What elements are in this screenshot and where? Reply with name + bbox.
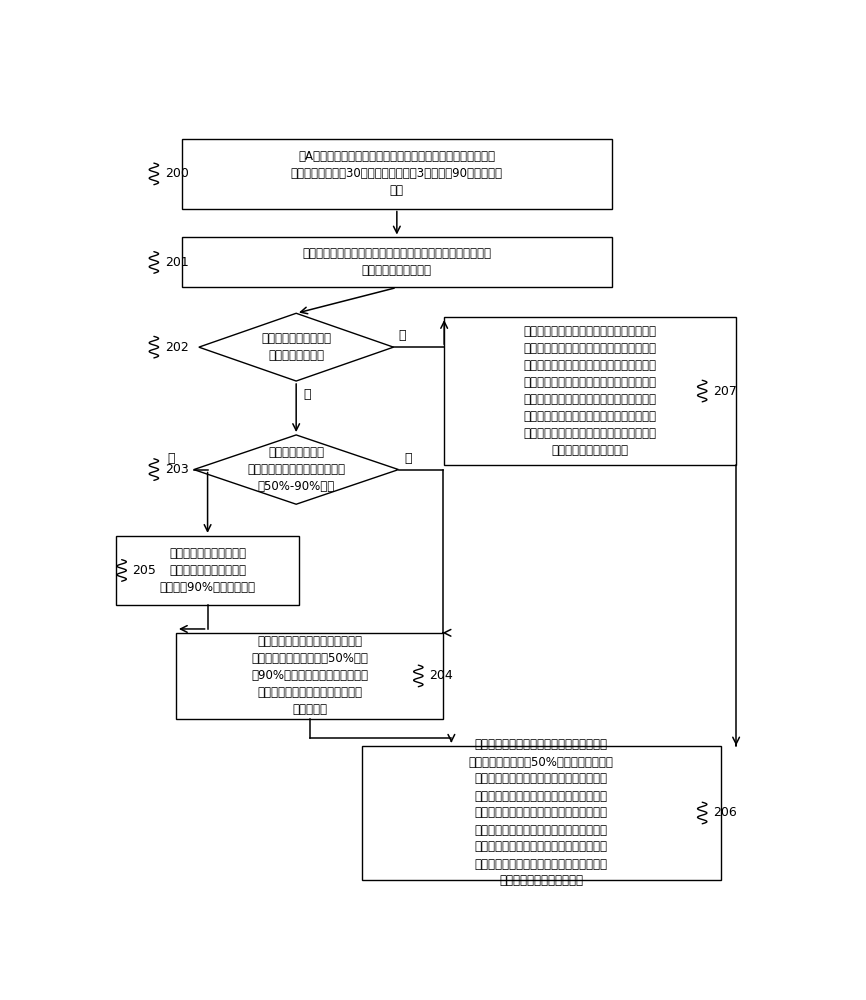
Text: 若判断获知匹配成功的图
片帧占图片帧序列的比例
大于等于90%，则匹配结束: 若判断获知匹配成功的图 片帧占图片帧序列的比例 大于等于90%，则匹配结束 [159,547,255,594]
Polygon shape [199,313,393,381]
Text: 203: 203 [165,463,189,476]
Text: 当A的脸（目标人脸）出现在摄像头中，家庭门禁系统将从当前
时刻开始，以每秒30帧图像的速度采集3秒，获取90帧的图片帧
序列: 当A的脸（目标人脸）出现在摄像头中，家庭门禁系统将从当前 时刻开始，以每秒30帧… [291,150,503,197]
Bar [444,317,736,465]
Bar [182,139,611,209]
Bar [362,746,721,880]
Text: 201: 201 [165,256,189,269]
Text: 提示用户输入用户名，判断用户输入的用户
名是否属于从人脸样本库中匹配出的至少两
个样本人脸所对应的用户名，若是，则将所
述图片帧序列添加到人脸样本库中，替换与
: 提示用户输入用户名，判断用户输入的用户 名是否属于从人脸样本库中匹配出的至少两 … [524,325,656,457]
Text: 否: 否 [167,452,174,465]
Bar [182,237,611,287]
Text: 采用图像统计学特征将所述图片帧序列与预先建立的人脸样本
库中的图片集进行比对: 采用图像统计学特征将所述图片帧序列与预先建立的人脸样本 库中的图片集进行比对 [302,247,491,277]
Text: 204: 204 [429,669,453,682]
Text: 判断与目标人脸匹配的
样本人脸是否唯一: 判断与目标人脸匹配的 样本人脸是否唯一 [262,332,331,362]
Text: 若判断获知匹配成功的图片帧占所
述图片帧序列的比例大于50%且小
于90%，则将匹配失败的图片帧添
加到人脸样本库中与样本人脸对应
的图片集中: 若判断获知匹配成功的图片帧占所 述图片帧序列的比例大于50%且小 于90%，则将… [251,635,368,716]
Text: 判断匹配成功的图
片帧占图片帧序列的比例是否介
于50%-90%之间: 判断匹配成功的图 片帧占图片帧序列的比例是否介 于50%-90%之间 [247,446,346,493]
Text: 否: 否 [404,452,411,465]
Text: 202: 202 [165,341,189,354]
Text: 206: 206 [713,806,737,820]
Bar [176,633,443,719]
Bar [116,536,299,605]
Text: 是: 是 [303,388,310,401]
Text: 200: 200 [165,167,189,180]
Polygon shape [194,435,398,504]
Text: 207: 207 [713,385,737,398]
Text: 205: 205 [132,564,156,577]
Text: 若判断获知匹配成功的图片帧占所述图片帧
序列的比例小于等于50%，则提示用户输入
用户名，判断所述人脸样本库中与所述样本
人脸对应的用户名与所述用户输入的用户名: 若判断获知匹配成功的图片帧占所述图片帧 序列的比例小于等于50%，则提示用户输入… [469,738,614,888]
Text: 否: 否 [399,329,406,342]
